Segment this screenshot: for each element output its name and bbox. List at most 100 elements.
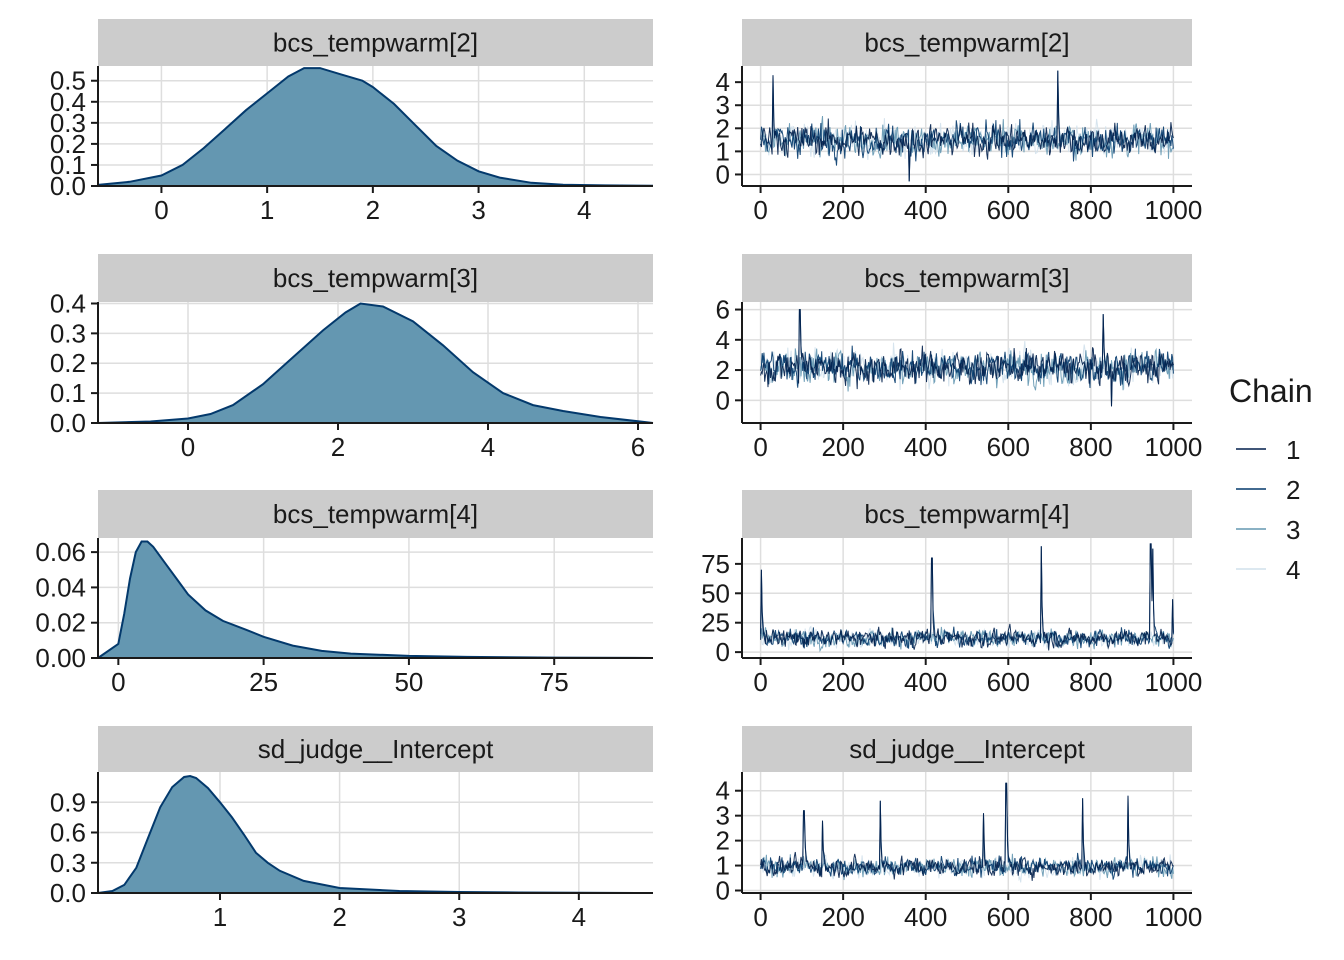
x-tick-label: 200 [821, 667, 864, 697]
x-tick-label: 1000 [1145, 667, 1203, 697]
x-tick-label: 2 [331, 432, 345, 462]
trace-chain-1 [760, 782, 1174, 881]
legend-label: 2 [1286, 475, 1300, 505]
x-tick-label: 800 [1069, 667, 1112, 697]
trace-chain-4 [760, 625, 1174, 650]
y-tick-label: 4 [716, 325, 730, 355]
density-area [98, 541, 653, 658]
y-tick-label: 0.4 [50, 87, 86, 117]
x-tick-label: 4 [481, 432, 495, 462]
y-tick-label: 1 [716, 851, 730, 881]
panel-2: bcs_tempwarm[3] 0 2 4 6 0.00.10.20.30.4 [50, 254, 654, 462]
x-tick-label: 75 [540, 667, 569, 697]
density-line [97, 302, 654, 424]
y-tick-label: 3 [716, 90, 730, 120]
density-area [98, 776, 653, 893]
trace-chain-1 [760, 309, 1174, 407]
x-tick-label: 3 [452, 902, 466, 932]
y-tick-label: 4 [716, 776, 730, 806]
panel-0: bcs_tempwarm[2] 0 1 2 3 4 0.00.10.20.30.40.5 [50, 19, 654, 225]
x-tick-label: 0 [111, 667, 125, 697]
y-tick-label: 0.0 [50, 878, 86, 908]
x-tick-label: 400 [904, 667, 947, 697]
facet-strip [742, 19, 1192, 66]
x-tick-label: 1000 [1145, 432, 1203, 462]
y-tick-label: 50 [701, 578, 730, 608]
facet-title: sd_judge__Intercept [849, 734, 1085, 764]
facet-title: bcs_tempwarm[2] [273, 28, 478, 58]
y-tick-label: 0.04 [35, 572, 86, 602]
y-tick-label: 2 [716, 826, 730, 856]
gridlines [742, 66, 1192, 186]
y-tick-label: 0.3 [50, 108, 86, 138]
x-tick-label: 1 [260, 195, 274, 225]
x-tick-label: 1 [213, 902, 227, 932]
x-tick-label: 4 [572, 902, 586, 932]
x-tick-label: 0 [154, 195, 168, 225]
x-tick-label: 2 [366, 195, 380, 225]
y-tick-label: 2 [716, 355, 730, 385]
y-tick-label: 0.2 [50, 129, 86, 159]
y-tick-label: 6 [716, 295, 730, 325]
trace-chain-1 [760, 543, 1174, 651]
x-tick-label: 200 [821, 432, 864, 462]
y-tick-label: 0.9 [50, 787, 86, 817]
panel-7: sd_judge__Intercept 0 200 400 600 800 1000 0123… [716, 726, 1203, 932]
facet-strip [742, 726, 1192, 772]
trace-chain-4 [760, 854, 1174, 883]
x-tick-label: 600 [987, 667, 1030, 697]
y-tick-label: 0.3 [50, 318, 86, 348]
density-line [97, 67, 654, 187]
x-tick-label: 800 [1069, 432, 1112, 462]
x-tick-label: 800 [1069, 902, 1112, 932]
x-tick-label: 1000 [1145, 902, 1203, 932]
x-tick-label: 600 [987, 902, 1030, 932]
density-line [97, 540, 654, 659]
facet-strip [98, 726, 653, 772]
x-tick-label: 0 [753, 432, 767, 462]
y-tick-label: 75 [701, 549, 730, 579]
density-line [97, 774, 654, 894]
y-tick-label: 0.1 [50, 378, 86, 408]
y-tick-label: 0.1 [50, 150, 86, 180]
legend-label: 3 [1286, 515, 1300, 545]
gridlines [742, 772, 1192, 893]
legend-label: 1 [1286, 435, 1300, 465]
y-tick-label: 1 [716, 136, 730, 166]
x-tick-label: 0 [753, 195, 767, 225]
x-tick-label: 3 [471, 195, 485, 225]
facet-title: bcs_tempwarm[3] [864, 263, 1069, 293]
x-tick-label: 0 [753, 902, 767, 932]
x-tick-label: 50 [394, 667, 423, 697]
y-tick-label: 0 [716, 385, 730, 415]
y-tick-label: 0.3 [50, 848, 86, 878]
legend-title: Chain [1229, 373, 1313, 409]
x-tick-label: 0 [753, 667, 767, 697]
x-tick-label: 25 [249, 667, 278, 697]
x-tick-label: 6 [631, 432, 645, 462]
facet-title: bcs_tempwarm[2] [864, 28, 1069, 58]
y-tick-label: 0 [716, 159, 730, 189]
y-tick-label: 0.02 [35, 608, 86, 638]
x-tick-label: 600 [987, 195, 1030, 225]
y-tick-label: 0.0 [50, 171, 86, 201]
y-tick-label: 4 [716, 67, 730, 97]
x-tick-label: 400 [904, 195, 947, 225]
panel-6: sd_judge__Intercept 1 2 3 4 0.00.30.60.9 [50, 726, 654, 932]
x-tick-label: 4 [577, 195, 591, 225]
y-tick-label: 0.6 [50, 818, 86, 848]
y-tick-label: 2 [716, 113, 730, 143]
y-tick-label: 0.0 [50, 408, 86, 438]
panel-4: bcs_tempwarm[4] 0 25 50 75 0.00 0.02 0.04 0.06 [35, 490, 654, 697]
y-tick-label: 0.2 [50, 348, 86, 378]
x-tick-label: 800 [1069, 195, 1112, 225]
legend-label: 4 [1286, 555, 1300, 585]
facet-title: bcs_tempwarm[4] [273, 499, 478, 529]
facet-strip [98, 490, 653, 538]
y-tick-label: 25 [701, 608, 730, 638]
